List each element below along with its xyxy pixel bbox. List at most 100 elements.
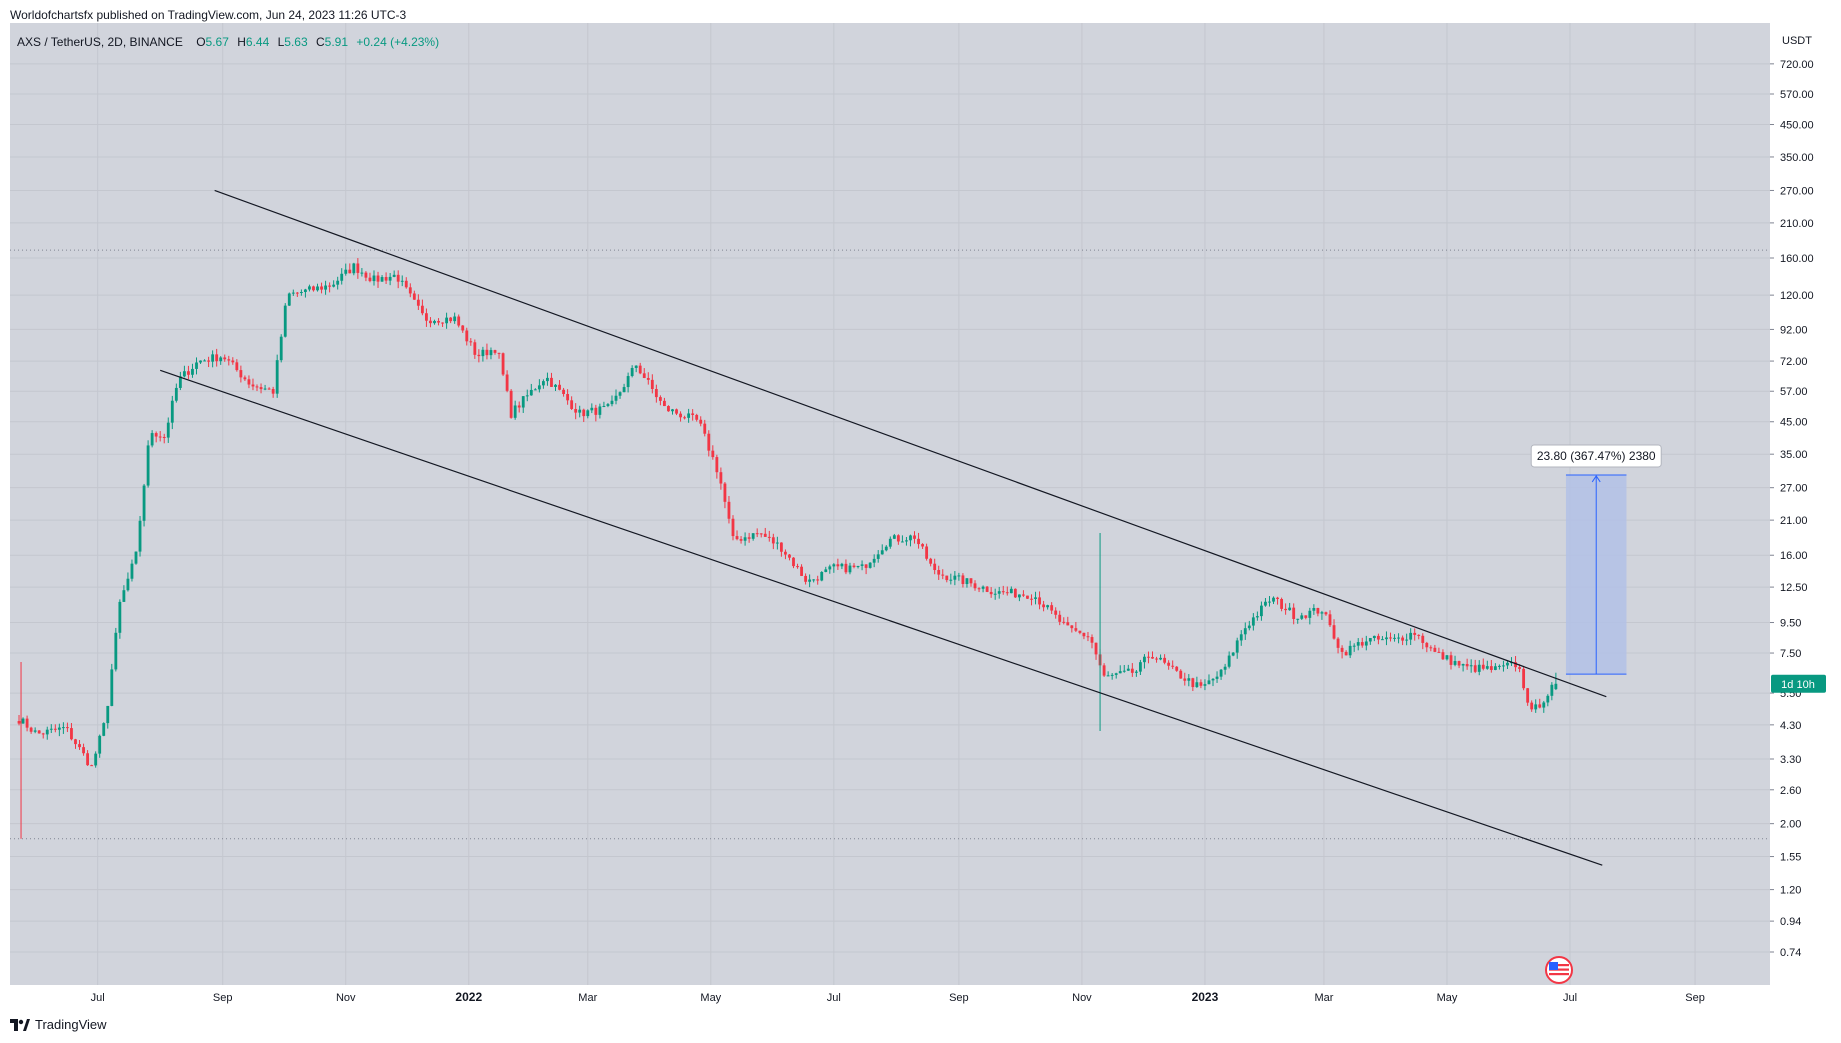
candle-body <box>1138 662 1142 672</box>
candle-up <box>1223 663 1227 675</box>
candle-body <box>711 450 715 458</box>
upper-trendline[interactable] <box>214 189 1607 698</box>
time-tick-label: Nov <box>336 992 356 1004</box>
candle-down <box>70 722 73 741</box>
candle-body <box>650 379 654 390</box>
candle-down <box>767 530 771 542</box>
candle-body <box>191 368 194 375</box>
candle-down <box>364 271 368 282</box>
candle-down <box>348 263 352 274</box>
candle-body <box>187 371 190 375</box>
candle-down <box>1304 615 1308 620</box>
candle-down <box>425 308 428 327</box>
candle-down <box>207 356 211 368</box>
candle-body <box>550 377 553 387</box>
us-flag-icon[interactable] <box>1545 956 1573 984</box>
candle-up <box>1461 663 1465 672</box>
candle-body <box>1118 671 1122 674</box>
candle-up <box>57 723 61 737</box>
candle-body <box>1171 665 1175 667</box>
measurement-arrow-head <box>1591 475 1601 483</box>
candle-down <box>784 549 787 560</box>
time-axis[interactable] <box>10 985 1840 1010</box>
candle-down <box>247 375 251 389</box>
candle-up <box>513 400 517 420</box>
candle-body <box>763 533 767 537</box>
candle-down <box>29 726 33 734</box>
candle-body <box>1062 621 1066 623</box>
candle-body <box>1381 639 1384 641</box>
candle-down <box>255 384 259 392</box>
candle-body <box>1445 655 1449 660</box>
plot-area[interactable] <box>10 23 1770 985</box>
candle-body <box>1477 664 1481 672</box>
candle-body <box>953 575 957 580</box>
candle-body <box>517 405 521 408</box>
candle-body <box>166 422 170 438</box>
candle-up <box>1352 643 1356 652</box>
candle-down <box>235 359 239 372</box>
candle-body <box>1042 604 1046 608</box>
candle-body <box>1070 625 1074 629</box>
lower-trendline[interactable] <box>160 369 1603 866</box>
candle-body <box>1433 647 1437 652</box>
candle-body <box>489 350 493 356</box>
candle-body <box>1106 675 1110 677</box>
current-price-badge[interactable] <box>1771 674 1826 693</box>
candle-body <box>1360 642 1364 646</box>
candle-down <box>1183 672 1187 686</box>
candle-body <box>1030 598 1033 600</box>
candle-body <box>1211 678 1215 681</box>
candle-body <box>1546 695 1550 703</box>
price-tick-label: 35.00 <box>1780 449 1808 461</box>
candle-body <box>348 269 352 274</box>
candle-body <box>25 718 29 728</box>
candle-body <box>981 586 985 589</box>
candle-body <box>1243 628 1247 635</box>
candle-body <box>675 409 678 414</box>
candle-down <box>461 325 465 333</box>
price-axis[interactable] <box>1770 23 1840 985</box>
candle-up <box>392 270 396 278</box>
candle-body <box>251 384 255 387</box>
candle-body <box>352 263 356 274</box>
candle-up <box>1114 672 1118 679</box>
candle-down <box>1155 656 1158 663</box>
candle-body <box>255 386 259 388</box>
price-tick-label: 210.00 <box>1780 218 1814 230</box>
candle-body <box>957 575 961 577</box>
candle-down <box>1167 660 1171 670</box>
time-tick-label: May <box>700 992 721 1004</box>
candle-up <box>481 346 485 362</box>
candle-body <box>86 753 90 766</box>
candle-body <box>868 562 872 568</box>
candle-down <box>1401 635 1405 646</box>
candle-up <box>170 395 174 430</box>
candle-body <box>1001 591 1005 593</box>
candle-down <box>852 563 856 569</box>
candle-body <box>747 537 751 539</box>
candle-body <box>74 739 77 745</box>
trendlines[interactable] <box>160 189 1607 866</box>
candle-up <box>1372 635 1376 642</box>
candle-body <box>715 457 719 473</box>
measurement-tool[interactable]: 23.80 (367.47%) 2380 <box>1530 444 1662 675</box>
candle-body <box>598 406 602 415</box>
price-tick-label: 160.00 <box>1780 253 1814 265</box>
candle-body <box>356 263 360 273</box>
candle-body <box>1340 647 1344 652</box>
tradingview-footer[interactable]: TradingView <box>10 1017 107 1032</box>
close-label: C <box>316 35 325 49</box>
candle-body <box>533 389 537 391</box>
candle-body <box>836 564 840 567</box>
candle-body <box>848 565 852 573</box>
open-label: O <box>196 35 206 49</box>
candle-body <box>566 394 570 401</box>
candle-body <box>1280 599 1283 609</box>
candle-body <box>771 537 775 544</box>
candle-body <box>816 579 820 581</box>
time-tick-label: Nov <box>1072 992 1092 1004</box>
candle-down <box>485 343 489 360</box>
candle-body <box>937 570 941 575</box>
